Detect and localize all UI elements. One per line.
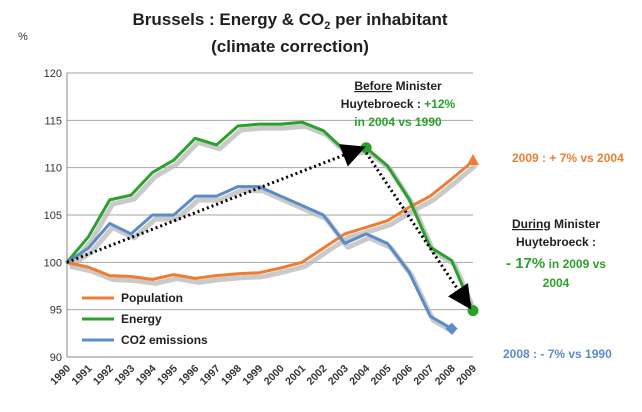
- annotation-population-note: 2009 : + 7% vs 2004: [512, 151, 624, 165]
- y-axis-label: %: [18, 31, 28, 43]
- chart-title: Brussels : Energy & CO2 per inhabitant: [132, 10, 447, 32]
- y-tick-label: 100: [44, 257, 62, 269]
- arrow-before: [66, 144, 366, 264]
- legend: Population Energy CO2 emissions: [82, 291, 208, 347]
- x-tick-label: 2004: [347, 363, 372, 388]
- x-tick-label: 1994: [134, 363, 159, 388]
- x-tick-label: 2001: [283, 363, 308, 388]
- x-tick-label: 2008: [433, 363, 458, 388]
- energy-2009-marker: [467, 305, 479, 317]
- annotation-co2-note: 2008 : - 7% vs 1990: [503, 347, 612, 361]
- annotation-during-line1: During Minister: [512, 217, 600, 231]
- x-tick-label: 1990: [48, 363, 73, 388]
- annotation-before-line1: Before Minister: [354, 79, 442, 93]
- x-tick-label: 1993: [112, 363, 137, 388]
- x-tick-label: 2007: [411, 363, 436, 388]
- population-end-marker: [467, 154, 479, 166]
- legend-label-co2-emissions: CO2 emissions: [121, 333, 208, 347]
- series-shadow-population: [69, 163, 478, 286]
- x-tick-label: 1998: [219, 363, 244, 388]
- x-tick-label: 1991: [69, 363, 94, 388]
- annotation-during-line2: Huytebroeck :: [516, 235, 596, 249]
- x-tick-label: 1992: [91, 363, 116, 388]
- x-tick-label: 2005: [369, 363, 394, 388]
- series-line-energy: [65, 120, 475, 313]
- annotation-before-line3: in 2004 vs 1990: [354, 115, 442, 129]
- y-tick-label: 115: [44, 115, 62, 127]
- annotation-during-line4: 2004: [543, 276, 570, 290]
- x-tick-label: 2006: [390, 363, 415, 388]
- x-tick-label: 2003: [326, 363, 351, 388]
- energy-2004-marker: [360, 142, 372, 154]
- x-axis-ticks: 1990199119921993199419951996199719981999…: [48, 363, 479, 388]
- x-tick-label: 2000: [262, 363, 287, 388]
- series-line-population: [65, 159, 475, 281]
- series-line-co2-emissions: [65, 185, 454, 331]
- x-tick-label: 2009: [454, 363, 479, 388]
- y-tick-label: 105: [44, 210, 62, 222]
- y-tick-label: 110: [44, 163, 62, 175]
- arrow-during: [364, 151, 472, 310]
- chart-title-subscript: 2: [324, 20, 330, 32]
- y-tick-label: 90: [50, 352, 62, 364]
- y-tick-label: 120: [44, 68, 62, 80]
- annotation-during-line3: - 17% in 2009 vs: [506, 255, 606, 272]
- y-tick-label: 95: [50, 305, 62, 317]
- legend-label-energy: Energy: [121, 312, 162, 326]
- x-tick-label: 2002: [305, 363, 330, 388]
- chart-subtitle: (climate correction): [211, 37, 369, 56]
- y-axis-ticks: 90 95 100 105 110 115 120: [44, 68, 62, 364]
- annotation-before-line2: Huytebroeck : +12%: [341, 97, 456, 111]
- x-tick-label: 1997: [198, 363, 223, 388]
- x-tick-label: 1995: [155, 363, 180, 388]
- x-tick-label: 1996: [176, 363, 201, 388]
- x-tick-label: 1999: [240, 363, 265, 388]
- co2-end-marker: [445, 322, 458, 335]
- legend-label-population: Population: [121, 291, 183, 305]
